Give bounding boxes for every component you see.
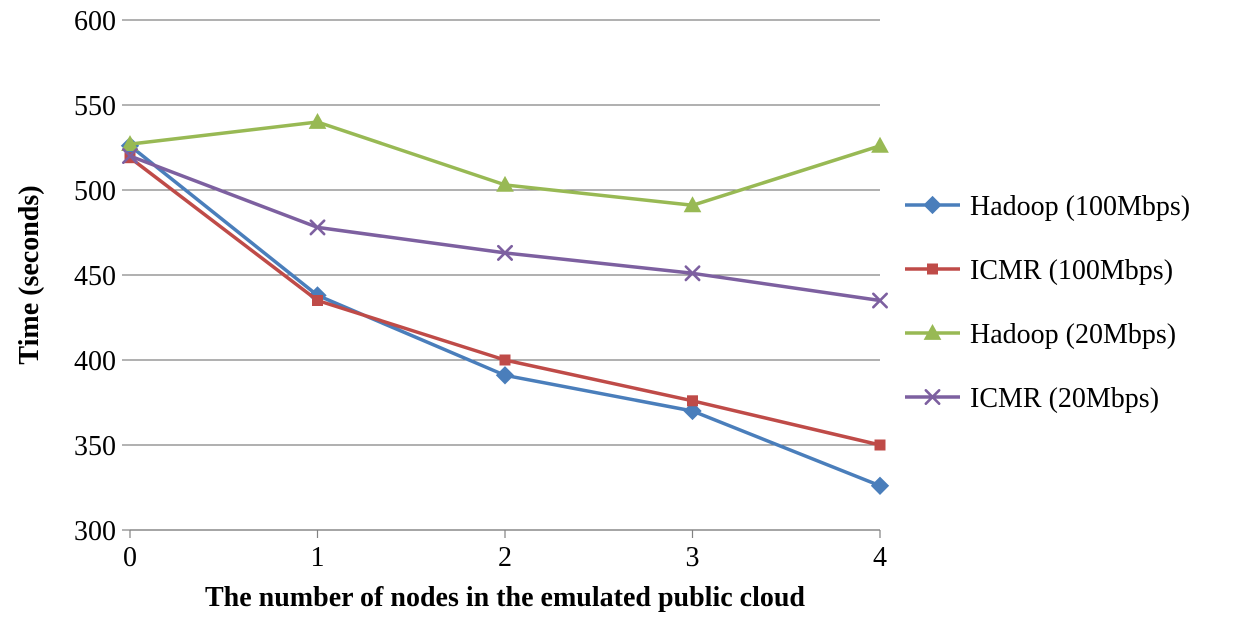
legend-label-1: ICMR (100Mbps) [970,255,1173,286]
legend-label-3: ICMR (20Mbps) [970,383,1159,414]
y-tick-label: 350 [74,431,116,462]
chart-container: 0 1 2 3 4 300 350 400 450 500 550 600 The number of … [0,0,1254,618]
legend-label-2: Hadoop (20Mbps) [970,319,1176,350]
x-axis-title: The number of nodes in the emulated publ… [205,582,805,613]
x-tick-label: 3 [686,542,700,573]
x-tick-label: 4 [873,542,887,573]
line-chart: 0 1 2 3 4 300 350 400 450 500 550 600 The number of … [0,0,1254,618]
x-tick-label: 0 [123,542,137,573]
y-tick-label: 450 [74,261,116,292]
x-tick-label: 2 [498,542,512,573]
y-axis-title: Time (seconds) [14,185,45,364]
x-tick-label: 1 [311,542,325,573]
y-tick-label: 500 [74,176,116,207]
y-tick-label: 550 [74,91,116,122]
legend-label-0: Hadoop (100Mbps) [970,191,1190,222]
y-tick-label: 300 [74,516,116,547]
y-tick-label: 400 [74,346,116,377]
y-tick-label: 600 [74,6,116,37]
